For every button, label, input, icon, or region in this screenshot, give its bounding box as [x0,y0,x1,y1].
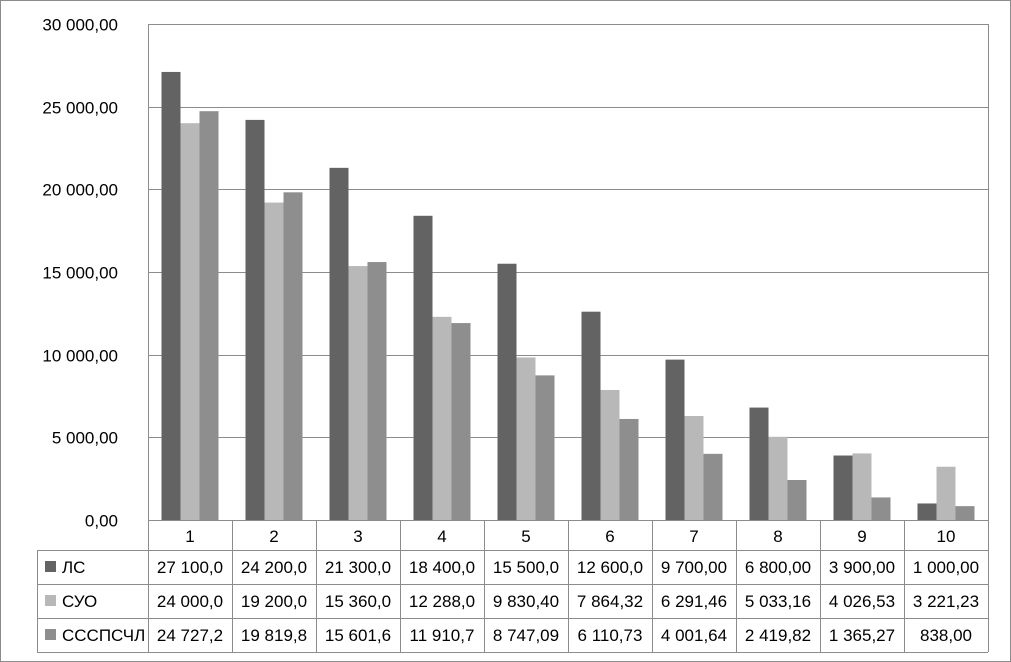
legend-swatch [45,595,56,606]
data-label: 15 360,0 [325,592,391,611]
data-label: 27 100,0 [157,558,223,577]
data-label: 11 910,7 [410,626,475,645]
bar [955,506,975,520]
legend-label: СССПСЧЛ [62,626,145,645]
x-tick-label: 8 [773,527,782,546]
bar [833,455,853,520]
bar [619,418,639,520]
data-label: 838,00 [920,626,972,645]
x-tick-label: 6 [605,527,614,546]
bar [768,436,788,520]
data-label: 7 864,32 [577,592,643,611]
data-label: 6 291,46 [661,592,727,611]
bar [367,262,387,520]
bar [684,415,704,520]
bar [749,407,769,520]
data-label: 19 819,8 [241,626,307,645]
x-tick-label: 2 [269,527,278,546]
bar [516,357,536,520]
bar [936,466,956,520]
legend-swatch [45,561,56,572]
bar [497,263,517,520]
bar [161,71,181,521]
data-label: 12 288,0 [409,592,475,611]
y-tick-label: 0,00 [85,512,118,531]
bar [665,359,685,520]
y-tick-label: 30 000,00 [42,16,118,35]
data-label: 5 033,16 [745,592,811,611]
bar [180,123,200,520]
bar [245,119,265,520]
x-tick-label: 7 [689,527,698,546]
data-label: 15 500,0 [493,558,559,577]
bar [413,215,433,520]
data-label: 8 747,09 [493,626,559,645]
bar [871,497,891,520]
x-tick-label: 9 [857,527,866,546]
data-label: 12 600,0 [577,558,643,577]
legend-label: СУО [62,592,97,611]
y-tick-label: 5 000,00 [52,429,118,448]
data-label: 18 400,0 [409,558,475,577]
bar [703,453,723,520]
bar [917,503,937,520]
x-tick-label: 4 [437,527,446,546]
data-label: 19 200,0 [241,592,307,611]
bar [600,389,620,520]
bar [329,167,349,520]
data-label: 9 700,00 [661,558,727,577]
bar [581,311,601,520]
bar [348,266,368,520]
x-tick-label: 1 [185,527,194,546]
x-tick-label: 3 [353,527,362,546]
bars [161,71,975,521]
y-tick-label: 15 000,00 [42,264,118,283]
y-axis-tick-labels: 0,00 5 000,00 10 000,00 15 000,00 20 000,00 2… [42,16,118,531]
bar [787,479,807,520]
x-tick-label: 10 [937,527,956,546]
data-label: 1 000,00 [913,558,979,577]
bar [199,111,219,520]
bar [283,192,303,521]
data-label: 3 221,23 [913,592,979,611]
data-label: 6 800,00 [745,558,811,577]
data-label: 1 365,27 [829,626,895,645]
data-label: 24 727,2 [157,626,223,645]
data-label: 24 000,0 [157,592,223,611]
data-table: 1 2 3 4 5 6 7 8 9 10 ЛС 27 100,0 24 200,0 21 300,0 18 … [37,520,989,653]
bar [852,453,872,520]
data-label: 4 001,64 [661,626,727,645]
y-tick-label: 25 000,00 [42,99,118,118]
data-label: 2 419,82 [745,626,811,645]
bar [432,316,452,520]
data-label: 24 200,0 [241,558,307,577]
y-tick-label: 10 000,00 [42,347,118,366]
y-tick-label: 20 000,00 [42,181,118,200]
data-label: 3 900,00 [829,558,895,577]
data-label: 9 830,40 [493,592,559,611]
bar [451,323,471,520]
x-tick-label: 5 [521,527,530,546]
bar [264,202,284,520]
legend-label: ЛС [62,558,85,577]
bar [535,375,555,520]
data-label: 6 110,73 [578,626,643,645]
data-label: 21 300,0 [325,558,391,577]
legend-swatch [45,629,56,640]
data-label: 15 601,6 [325,626,391,645]
data-label: 4 026,53 [829,592,895,611]
